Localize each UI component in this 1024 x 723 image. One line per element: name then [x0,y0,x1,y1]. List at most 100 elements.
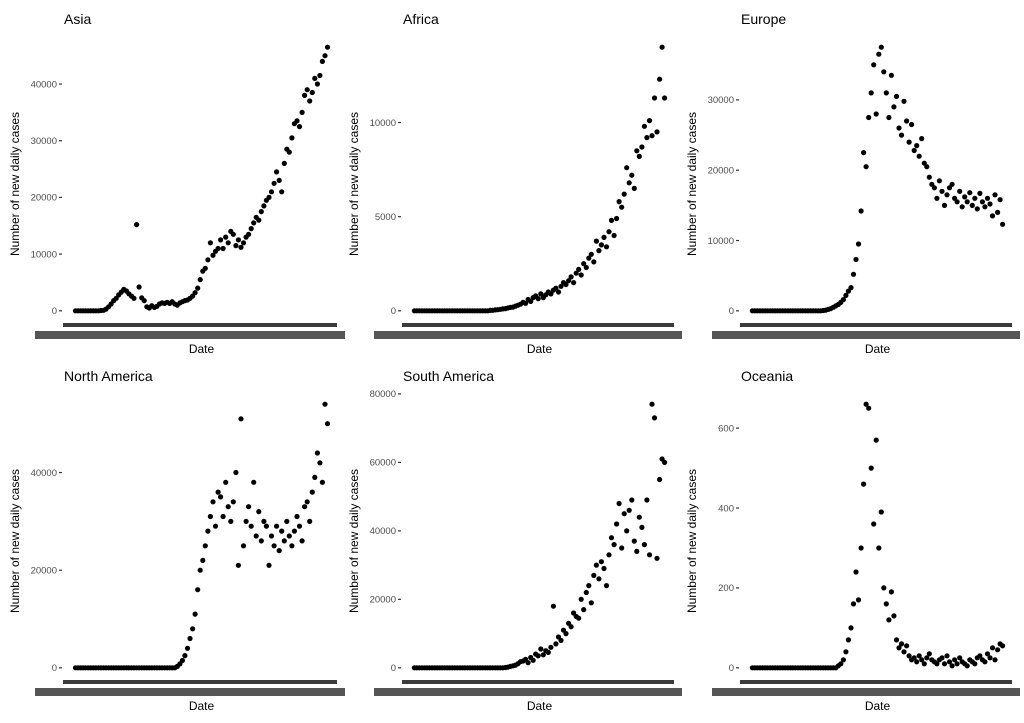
panel-title: Europe [741,11,786,27]
data-point [248,523,254,529]
data-point [538,291,544,297]
y-axis-title: Number of new daily cases [685,469,699,613]
data-point [641,123,648,129]
x-axis-title: Date [527,699,553,713]
data-point [959,204,965,210]
data-point [939,188,945,194]
data-point [614,215,620,222]
data-point [205,528,211,534]
data-point [220,245,226,252]
data-point [992,657,998,663]
x-axis-ticks [740,323,1012,327]
data-point [296,523,303,529]
x-axis-title: Date [189,699,215,713]
facet-panel-europe: Europe 0 10000 20000 30000 Number of new dail… [685,11,1020,356]
data-point [919,136,925,142]
panel-title: Oceania [741,368,793,384]
data-point [319,479,325,485]
data-point [644,497,650,503]
data-point [309,489,315,495]
data-point [593,238,600,244]
data-point [192,290,198,296]
data-point [878,44,884,50]
data-point [261,518,267,525]
data-point [641,542,648,548]
data-point [243,518,249,525]
data-point [848,285,854,291]
data-point [944,653,950,659]
data-point [957,655,963,661]
data-point [881,69,887,75]
data-point [586,255,592,261]
data-point [286,533,292,539]
data-point [639,524,645,531]
data-point [964,199,970,205]
x-axis-title: Date [865,699,891,713]
data-point [596,576,602,582]
data-point [317,72,323,79]
data-point [568,624,574,630]
x-tick-labels-overlapping [35,688,345,696]
data-point [919,657,925,663]
data-point [989,645,996,651]
data-point [317,460,323,466]
data-point [573,270,579,276]
data-point [304,87,310,93]
data-point [555,289,562,295]
data-point [197,567,203,573]
data-point [253,533,259,539]
data-point [606,229,612,235]
data-point [634,148,640,154]
data-point [911,147,917,154]
data-point [924,164,930,170]
data-point [205,257,211,263]
data-point [886,114,892,121]
data-point [266,194,272,200]
x-axis-title: Date [189,342,215,356]
facet-panel-africa: Africa 0 5000 10000 Number of new daily case… [347,11,682,356]
y-tick-label: 0 [729,306,734,317]
data-point [182,653,188,659]
data-point [982,659,988,665]
data-point [850,271,857,277]
data-point [954,661,960,667]
data-point [220,513,226,520]
data-point [858,208,864,214]
data-point [931,185,938,191]
panel-title: North America [64,368,153,384]
data-point [256,509,262,515]
data-point [588,251,594,257]
y-axis-title: Number of new daily cases [347,469,361,613]
data-point [525,660,531,666]
data-point [312,75,318,81]
data-point [322,53,328,59]
y-tick-label: 80000 [370,389,396,400]
data-point [876,545,882,551]
data-point [636,153,642,159]
data-point [936,178,943,184]
data-point [939,655,945,661]
data-point [878,509,884,515]
data-point [200,557,206,564]
y-tick-label: 400 [718,503,734,514]
data-point [883,90,889,96]
data-point [289,135,295,141]
data-point [299,109,305,115]
data-point [619,204,625,210]
y-tick-label: 60000 [370,458,396,469]
data-point [904,643,910,649]
x-tick-labels-overlapping [35,331,345,339]
data-point [576,266,582,272]
data-point [566,278,572,284]
data-point [977,653,983,659]
data-point [624,528,630,534]
data-point [906,139,912,145]
data-point [603,583,610,589]
data-point [271,180,277,186]
data-point [888,72,895,78]
data-point [873,437,879,443]
data-point [624,165,630,171]
data-point [964,663,970,669]
y-tick-label: 10000 [708,236,734,247]
panel-title: Africa [403,11,439,27]
